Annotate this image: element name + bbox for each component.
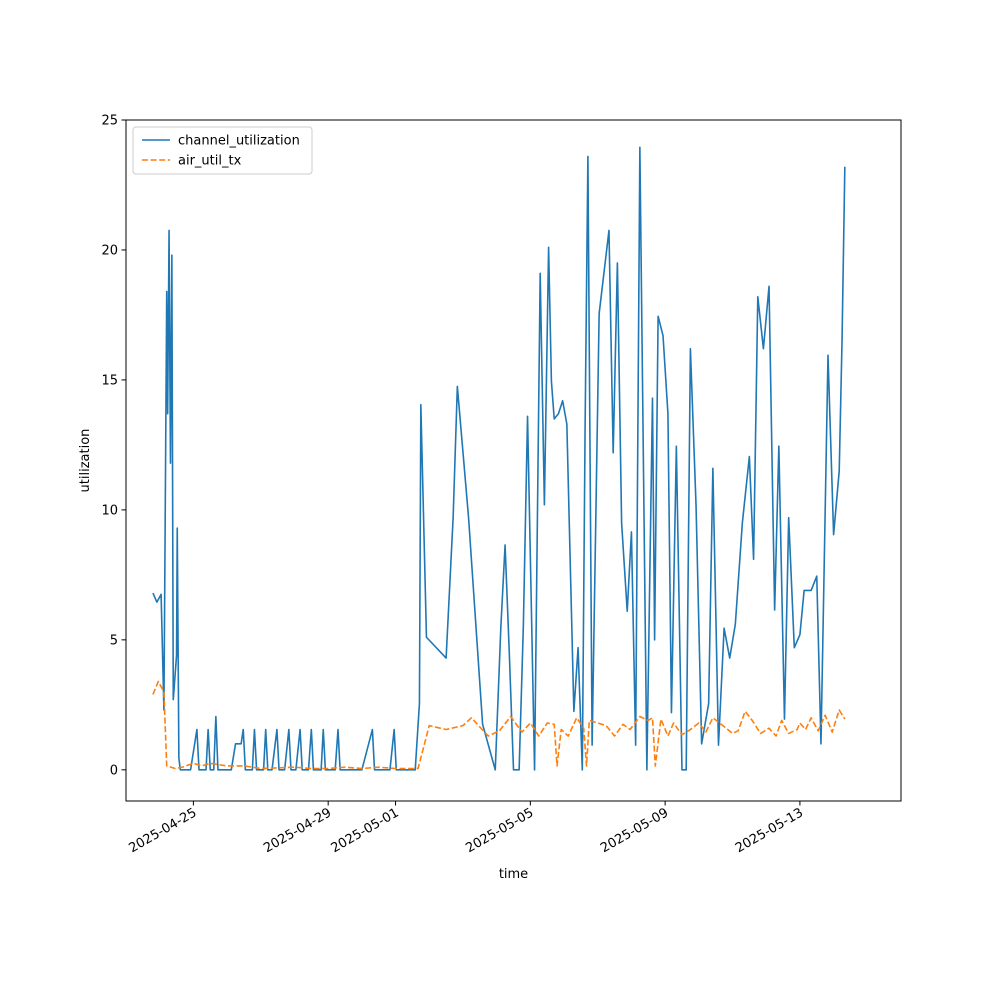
y-tick-label: 20 xyxy=(101,243,118,258)
plot-frame xyxy=(125,119,902,802)
legend-label-air-util-tx: air_util_tx xyxy=(178,154,242,169)
y-axis: 0 5 10 15 20 25 xyxy=(101,114,126,778)
y-tick-label: 5 xyxy=(110,633,118,648)
series-line-air-util-tx xyxy=(152,680,846,770)
legend-box xyxy=(132,126,313,175)
legend: channel_utilization air_util_tx xyxy=(132,126,313,175)
y-tick-label: 0 xyxy=(110,763,118,778)
x-axis-label: time xyxy=(499,867,528,882)
legend-label-channel-utilization: channel_utilization xyxy=(178,134,300,149)
y-tick-label: 15 xyxy=(101,373,118,388)
y-tick-label: 10 xyxy=(101,503,118,518)
plot-lines xyxy=(152,146,846,771)
y-axis-label: utilization xyxy=(78,429,93,493)
y-tick-label: 25 xyxy=(101,114,118,129)
